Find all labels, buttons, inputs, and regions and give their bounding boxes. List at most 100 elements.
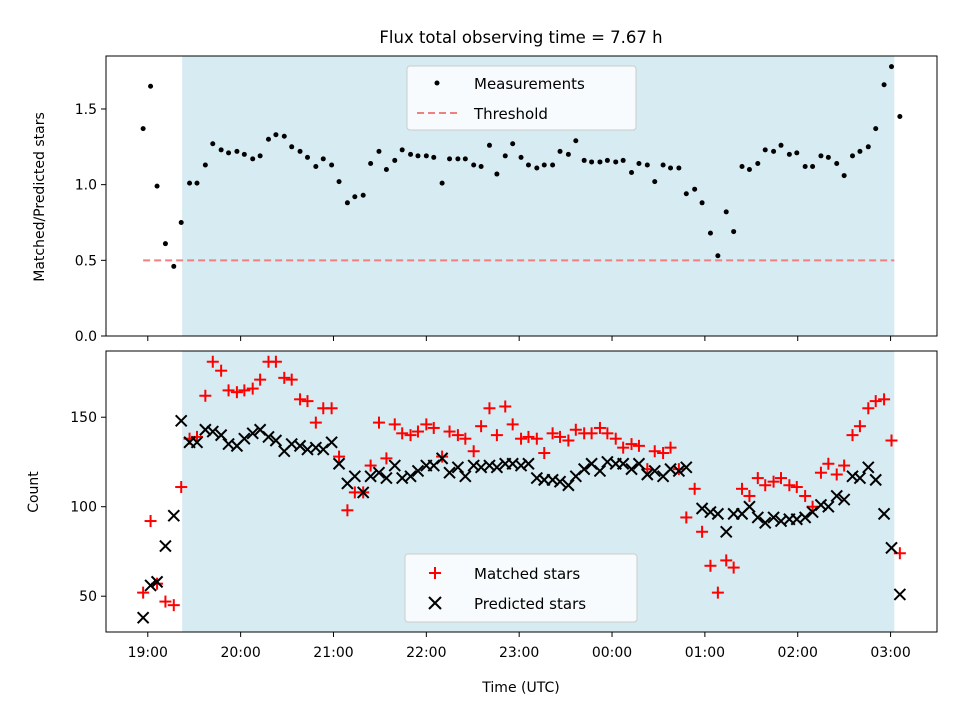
legend-threshold-label: Threshold	[473, 105, 548, 123]
x-tick-label: 22:00	[406, 645, 446, 661]
matched-point	[822, 457, 835, 470]
predicted-point	[443, 466, 456, 479]
measurement-point	[676, 165, 682, 171]
matched-point	[246, 382, 259, 395]
measurement-point	[289, 144, 295, 150]
matched-point	[648, 445, 661, 458]
matched-point	[333, 450, 346, 463]
measurement-point	[329, 162, 335, 168]
predicted-point	[641, 468, 654, 481]
ratio-legend-box	[406, 65, 637, 131]
matched-point	[269, 355, 282, 368]
measurement-point	[762, 147, 768, 153]
predicted-point	[348, 470, 362, 483]
matched-point	[878, 393, 891, 406]
chart-title: Flux total observing time = 7.67 h	[379, 28, 662, 47]
matched-point	[790, 481, 803, 494]
matched-point	[285, 373, 298, 386]
measurement-point	[154, 183, 160, 189]
measurement-point	[320, 156, 326, 162]
count-y-axis-label: Count	[26, 471, 42, 513]
measurement-point	[723, 209, 729, 215]
measurement-point	[620, 157, 626, 163]
measurement-point	[565, 151, 571, 157]
predicted-point	[380, 471, 393, 485]
measurement-point	[818, 153, 824, 159]
predicted-point	[577, 462, 591, 476]
x-tick-label: 02:00	[778, 645, 818, 661]
predicted-point	[711, 507, 725, 521]
predicted-point	[530, 471, 544, 485]
matched-point	[767, 475, 780, 488]
measurement-point	[202, 162, 208, 168]
matched-point	[680, 511, 693, 524]
matched-point	[515, 432, 528, 445]
measurement-point	[178, 219, 184, 225]
predicted-point	[751, 511, 765, 524]
measurement-point	[518, 154, 524, 160]
measurement-point	[431, 154, 437, 160]
x-tick-label: 21:00	[313, 645, 353, 661]
predicted-point	[150, 575, 164, 589]
predicted-point	[616, 457, 630, 470]
measurement-point	[865, 144, 871, 150]
measurement-point	[715, 253, 721, 259]
matched-point	[530, 432, 543, 445]
x-tick-label: 01:00	[685, 645, 725, 661]
measurement-point	[692, 186, 698, 192]
predicted-point	[467, 459, 480, 472]
matched-point	[364, 459, 377, 472]
measurement-point	[383, 167, 389, 173]
predicted-point	[246, 427, 259, 440]
measurement-point	[265, 136, 271, 142]
ratio-y-tick-label: 1.5	[75, 102, 97, 118]
predicted-point	[695, 502, 709, 515]
measurement-point	[739, 163, 745, 169]
predicted-point	[269, 434, 283, 447]
measurement-point	[825, 154, 831, 160]
predicted-point	[837, 493, 851, 506]
matched-point	[278, 371, 291, 384]
matched-point	[846, 429, 859, 442]
measurement-point	[415, 153, 421, 159]
predicted-point	[553, 475, 567, 488]
measurement-point	[778, 142, 784, 148]
matched-point	[720, 554, 733, 567]
measurement-point	[707, 230, 713, 236]
matched-point	[254, 373, 267, 386]
predicted-point	[483, 459, 496, 472]
measurement-point	[455, 156, 461, 162]
matched-point	[238, 384, 251, 397]
matched-point	[490, 429, 503, 442]
count-y-tick-label: 100	[70, 500, 97, 516]
matched-point	[885, 434, 898, 447]
matched-point	[206, 355, 219, 368]
count-legend-box	[404, 553, 638, 623]
measurement-point	[613, 159, 619, 165]
predicted-point	[632, 457, 646, 470]
predicted-point	[704, 505, 717, 519]
predicted-point	[411, 464, 425, 478]
matched-point	[137, 586, 150, 599]
measurement-point	[281, 133, 287, 139]
matched-point	[341, 504, 354, 517]
matched-point	[301, 395, 314, 408]
x-tick-label: 19:00	[128, 645, 168, 661]
predicted-point	[332, 457, 346, 470]
matched-point	[475, 420, 488, 433]
legend-matched-label: Matched stars	[474, 565, 580, 583]
matched-point	[506, 418, 519, 431]
measurement-point	[297, 148, 303, 154]
matched-point	[657, 447, 670, 460]
legend-measurements-marker	[434, 80, 440, 86]
measurement-point	[304, 154, 310, 160]
matched-point	[499, 400, 512, 413]
measurement-point	[550, 162, 556, 168]
measurement-point	[771, 148, 777, 154]
matched-point	[601, 427, 614, 440]
measurement-point	[194, 180, 200, 186]
ratio-legend: Measurements Threshold	[406, 65, 637, 131]
predicted-point	[869, 473, 882, 487]
measurement-point	[439, 180, 445, 186]
matched-point	[215, 364, 228, 377]
